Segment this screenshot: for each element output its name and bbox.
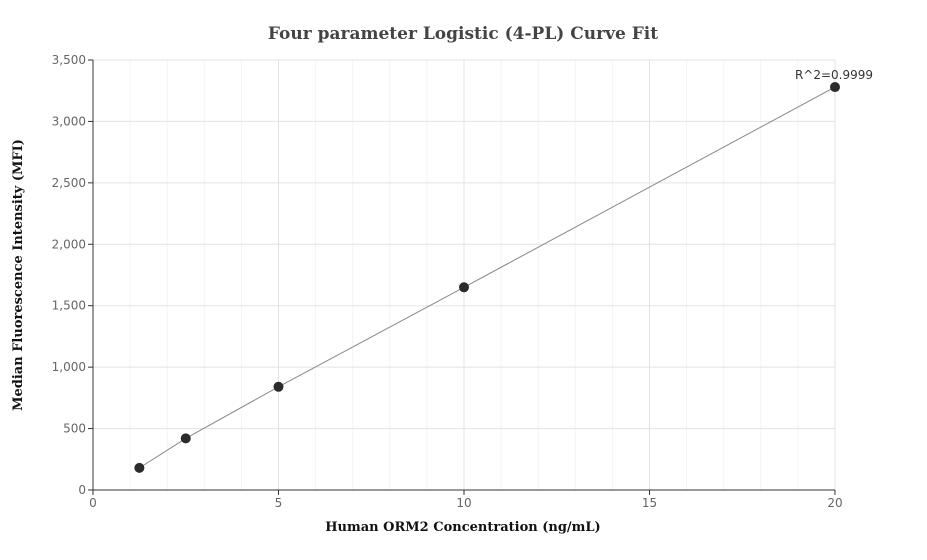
x-tick-label: 20 bbox=[827, 496, 842, 510]
data-point bbox=[830, 82, 840, 93]
y-axis-ticks: 0 500 1,000 1,500 2,000 2,500 3,000 3,500 bbox=[52, 53, 93, 497]
data-point bbox=[180, 433, 191, 444]
y-tick-label: 2,000 bbox=[52, 237, 86, 251]
y-tick-label: 0 bbox=[78, 483, 86, 497]
fit-line bbox=[139, 86, 836, 469]
data-point bbox=[459, 282, 469, 293]
x-axis-ticks: 0 5 10 15 20 bbox=[89, 490, 843, 510]
y-tick-label: 1,500 bbox=[52, 299, 86, 313]
y-tick-label: 1,000 bbox=[52, 360, 86, 374]
major-grid bbox=[93, 59, 836, 490]
y-tick-label: 3,500 bbox=[52, 53, 86, 67]
x-tick-label: 5 bbox=[275, 496, 283, 510]
chart-title: Four parameter Logistic (4-PL) Curve Fit bbox=[268, 24, 658, 44]
data-points bbox=[134, 82, 840, 473]
y-axis-label: Median Fluorescence Intensity (MFI) bbox=[11, 139, 26, 411]
y-tick-label: 2,500 bbox=[52, 176, 86, 190]
minor-grid bbox=[129, 60, 799, 490]
y-tick-label: 500 bbox=[63, 422, 86, 436]
data-point bbox=[273, 381, 284, 392]
x-tick-label: 10 bbox=[456, 496, 471, 510]
r-squared-annotation: R^2=0.9999 bbox=[795, 68, 873, 82]
x-axis-label: Human ORM2 Concentration (ng/mL) bbox=[325, 520, 600, 535]
data-point bbox=[134, 462, 145, 473]
y-tick-label: 3,000 bbox=[52, 114, 86, 128]
x-tick-label: 0 bbox=[89, 496, 97, 510]
x-tick-label: 15 bbox=[642, 496, 657, 510]
fit-curve bbox=[139, 86, 836, 469]
